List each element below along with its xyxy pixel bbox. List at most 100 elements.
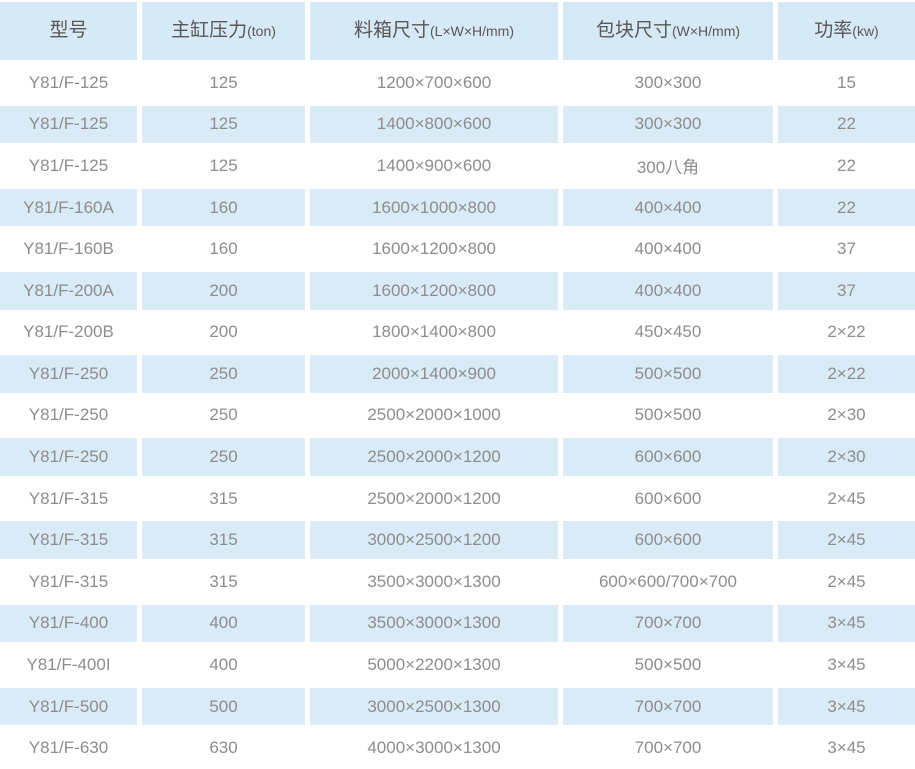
table-cell: Y81/F-125 — [28, 72, 109, 92]
table-cell: 37 — [837, 239, 856, 259]
table-cell: 2×45 — [778, 521, 915, 560]
table-cell: 1600×1200×800 — [372, 239, 496, 259]
table-cell: 600×600 — [634, 488, 702, 508]
table-cell: 500×500 — [634, 405, 702, 425]
column-header-3: 料箱尺寸(L×W×H/mm) — [310, 2, 558, 60]
table-cell: 630 — [209, 738, 238, 758]
table-cell: Y81/F-160B — [23, 239, 114, 259]
table-cell: 15 — [837, 72, 856, 92]
table-cell: 600×600 — [563, 521, 773, 560]
table-cell: 700×700 — [563, 604, 773, 643]
table-cell: 2×22 — [778, 355, 915, 393]
column-header-unit: (L×W×H/mm) — [430, 23, 514, 39]
table-cell: Y81/F-200B — [23, 322, 114, 342]
table-cell: Y81/F-400 — [0, 604, 137, 643]
table-cell: 3×45 — [827, 738, 866, 758]
table-cell: 315 — [142, 521, 305, 560]
column-header-label: 包块尺寸 — [595, 20, 672, 41]
table-cell: 2500×2000×1200 — [310, 438, 558, 476]
table-cell: 125 — [209, 155, 238, 175]
table-cell: 125 — [142, 105, 305, 144]
table-cell: Y81/F-500 — [0, 687, 137, 726]
table-cell: 300×300 — [634, 72, 702, 92]
column-header-label: 功率 — [814, 20, 853, 41]
table-cell: 450×450 — [634, 322, 702, 342]
table-cell: 1400×800×600 — [310, 105, 558, 144]
table-cell: 3500×3000×1300 — [367, 571, 501, 591]
table-cell: 37 — [778, 271, 915, 310]
table-cell: 4000×3000×1300 — [367, 738, 501, 758]
table-cell: 400×400 — [634, 239, 702, 259]
table-cell: 2×30 — [827, 405, 866, 425]
column-header-4: 包块尺寸(W×H/mm) — [563, 2, 773, 60]
table-cell: 2×45 — [827, 571, 866, 591]
table-cell: 250 — [142, 438, 305, 476]
table-cell: 22 — [778, 188, 915, 227]
table-cell: 200 — [142, 271, 305, 310]
table-cell: 2×30 — [778, 438, 915, 476]
table-cell: 1200×700×600 — [376, 72, 492, 92]
table-cell: Y81/F-250 — [0, 438, 137, 476]
table-cell: 2500×2000×1200 — [367, 488, 501, 508]
table-cell: 3×45 — [827, 655, 866, 675]
table-cell: 700×700 — [563, 687, 773, 726]
table-cell: 500×500 — [634, 655, 702, 675]
table-cell: 250 — [142, 355, 305, 393]
table-cell: Y81/F-315 — [28, 571, 109, 591]
table-cell: 2500×2000×1000 — [367, 405, 501, 425]
table-cell: 160 — [209, 239, 238, 259]
column-header-unit: (ton) — [247, 23, 276, 39]
table-cell: 3000×2500×1200 — [310, 521, 558, 560]
table-cell: 3500×3000×1300 — [310, 604, 558, 643]
table-cell: 315 — [209, 571, 238, 591]
column-header-label: 型号 — [49, 20, 88, 41]
column-header-unit: (kw) — [852, 23, 879, 39]
table-cell: 1600×1200×800 — [310, 271, 558, 310]
table-cell: 500 — [142, 687, 305, 726]
table-cell: 315 — [209, 488, 238, 508]
table-cell: Y81/F-125 — [28, 155, 109, 175]
table-cell: 22 — [837, 155, 856, 175]
column-header-label: 主缸压力 — [171, 20, 248, 41]
table-cell: 300×300 — [563, 105, 773, 144]
table-cell: 700×700 — [634, 738, 702, 758]
table-cell: Y81/F-125 — [0, 105, 137, 144]
table-cell: Y81/F-315 — [28, 488, 109, 508]
column-header-5: 功率(kw) — [778, 2, 915, 60]
table-cell: Y81/F-200A — [0, 271, 137, 310]
table-cell: 200 — [209, 322, 238, 342]
table-cell: 3×45 — [778, 687, 915, 726]
column-header-1: 型号 — [0, 2, 137, 60]
column-header-2: 主缸压力(ton) — [142, 2, 305, 60]
table-cell: 2×45 — [827, 488, 866, 508]
table-cell: 600×600/700×700 — [598, 571, 738, 591]
column-header-unit: (W×H/mm) — [671, 23, 741, 39]
table-cell: 22 — [778, 105, 915, 144]
table-cell: 600×600 — [563, 438, 773, 476]
table-cell: Y81/F-160A — [0, 188, 137, 227]
table-cell: Y81/F-250 — [28, 405, 109, 425]
table-cell: Y81/F-400I — [26, 655, 111, 675]
table-cell: 400 — [209, 655, 238, 675]
table-cell: 1800×1400×800 — [372, 322, 496, 342]
table-cell: 5000×2200×1300 — [367, 655, 501, 675]
table-cell: Y81/F-630 — [28, 738, 109, 758]
table-cell: 2×22 — [827, 322, 866, 342]
table-cell: 125 — [209, 72, 238, 92]
table-cell: Y81/F-315 — [0, 521, 137, 560]
table-cell: 400×400 — [563, 271, 773, 310]
table-cell: 400×400 — [563, 188, 773, 227]
table-cell: 160 — [142, 188, 305, 227]
table-cell: 250 — [209, 405, 238, 425]
table-cell: 300八角 — [636, 158, 700, 178]
table-cell: Y81/F-250 — [0, 355, 137, 393]
table-cell: 1600×1000×800 — [310, 188, 558, 227]
column-header-label: 料箱尺寸 — [353, 20, 430, 41]
table-cell: 400 — [142, 604, 305, 643]
table-cell: 3000×2500×1300 — [310, 687, 558, 726]
table-cell: 3×45 — [778, 604, 915, 643]
table-cell: 2000×1400×900 — [310, 355, 558, 393]
table-cell: 500×500 — [563, 355, 773, 393]
table-cell: 1400×900×600 — [376, 155, 492, 175]
